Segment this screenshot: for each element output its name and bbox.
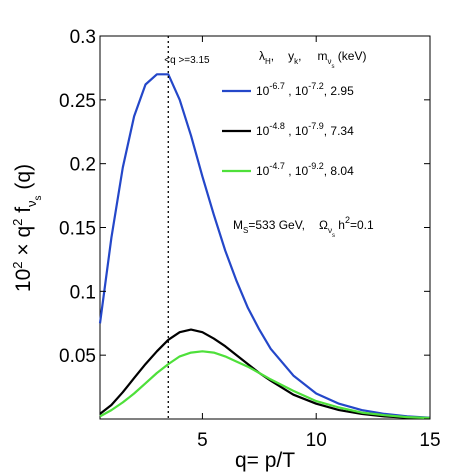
annotation-omega-sub1: ν	[328, 226, 332, 235]
legend-header-y: y	[288, 49, 294, 63]
y-label-middle-sup: 2	[10, 219, 25, 226]
y-tick-label: 0.05	[59, 346, 96, 367]
legend-header-lambda-sub: H	[265, 57, 271, 66]
y-label-f: f	[12, 207, 35, 219]
annotation: MS=533 GeV, Ωνs h2=0.1	[233, 215, 374, 239]
legend-label-1: 10-6.7 , 10-7.2, 2.95	[256, 81, 354, 98]
legend-header-m-unit: (keV)	[334, 49, 366, 63]
legend-label-1-b: , 10	[285, 84, 309, 98]
legend-label-2-c: , 7.34	[324, 124, 354, 138]
y-label-sub2: s	[33, 195, 44, 200]
legend-header-m: m	[317, 49, 327, 63]
legend-header-m-sub2: s	[331, 64, 334, 70]
y-label-prefix: 10	[12, 269, 35, 292]
legend-header: λH, yk, mνs (keV)	[259, 49, 366, 70]
legend-label-3-a: 10	[256, 164, 270, 178]
y-axis-label: 102 × q2 fνs (q)	[10, 164, 44, 292]
legend-header-lambda: λ	[259, 49, 265, 63]
y-tick-label: 0.2	[70, 155, 96, 176]
y-tick-label: 0.25	[59, 91, 96, 112]
legend-header-y-sub: k	[294, 57, 299, 66]
legend-label-2-b: , 10	[285, 124, 309, 138]
legend-label-2-b-sup: -7.9	[308, 121, 324, 131]
series-line-3	[99, 350, 431, 420]
annotation-omega-sub2: s	[332, 233, 335, 239]
axis-ticks: 5 10 15 0.05 0.1 0.15 0.2 0.25 0.3	[59, 27, 441, 451]
legend-label-1-a: 10	[256, 84, 270, 98]
y-tick-label: 0.1	[70, 282, 96, 303]
y-tick-label: 0.3	[70, 27, 96, 48]
legend-header-sep2: ,	[298, 49, 301, 63]
legend-label-1-b-sup: -7.2	[308, 81, 324, 91]
annotation-omega-sup: 2	[345, 215, 350, 225]
legend-label-3-b-sup: -9.2	[308, 161, 324, 171]
y-label-middle: × q	[12, 226, 35, 262]
legend-label-3-c: , 8.04	[324, 164, 354, 178]
legend-header-m-sub1: ν	[327, 57, 331, 66]
legend-label-3-b: , 10	[285, 164, 309, 178]
x-axis-label: q= p/T	[235, 449, 295, 472]
y-tick-label: 0.15	[59, 219, 96, 240]
legend-label-2-a: 10	[256, 124, 270, 138]
annotation-ms-val: =533 GeV,	[248, 218, 305, 232]
legend-label-3-a-sup: -4.7	[269, 161, 285, 171]
mean-q-label: <q >=3.15	[164, 55, 210, 66]
annotation-omega-h: h	[335, 218, 345, 232]
legend-label-2: 10-4.8 , 10-7.9, 7.34	[256, 121, 354, 138]
series-line-1	[98, 73, 431, 419]
x-tick-label: 5	[197, 430, 208, 451]
plot-area	[99, 35, 431, 420]
legend-label-2-a-sup: -4.8	[269, 121, 285, 131]
x-tick-label: 15	[419, 430, 440, 451]
annotation-ms: M	[233, 218, 243, 232]
legend-label-1-a-sup: -6.7	[269, 81, 285, 91]
legend-header-sep1: ,	[271, 49, 274, 63]
y-label-suffix: (q)	[12, 164, 35, 196]
annotation-ms-sub: S	[243, 226, 248, 235]
y-label-prefix-sup: 2	[10, 261, 25, 268]
y-label-sub1: ν	[24, 200, 39, 207]
series-line-2	[99, 328, 431, 420]
legend-label-1-c: , 2.95	[324, 84, 354, 98]
x-tick-label: 10	[306, 430, 327, 451]
annotation-omega: Ω	[319, 218, 328, 232]
annotation-omega-val: =0.1	[350, 218, 374, 232]
legend-label-3: 10-4.7 , 10-9.2, 8.04	[256, 161, 354, 178]
series-layer	[98, 73, 431, 420]
